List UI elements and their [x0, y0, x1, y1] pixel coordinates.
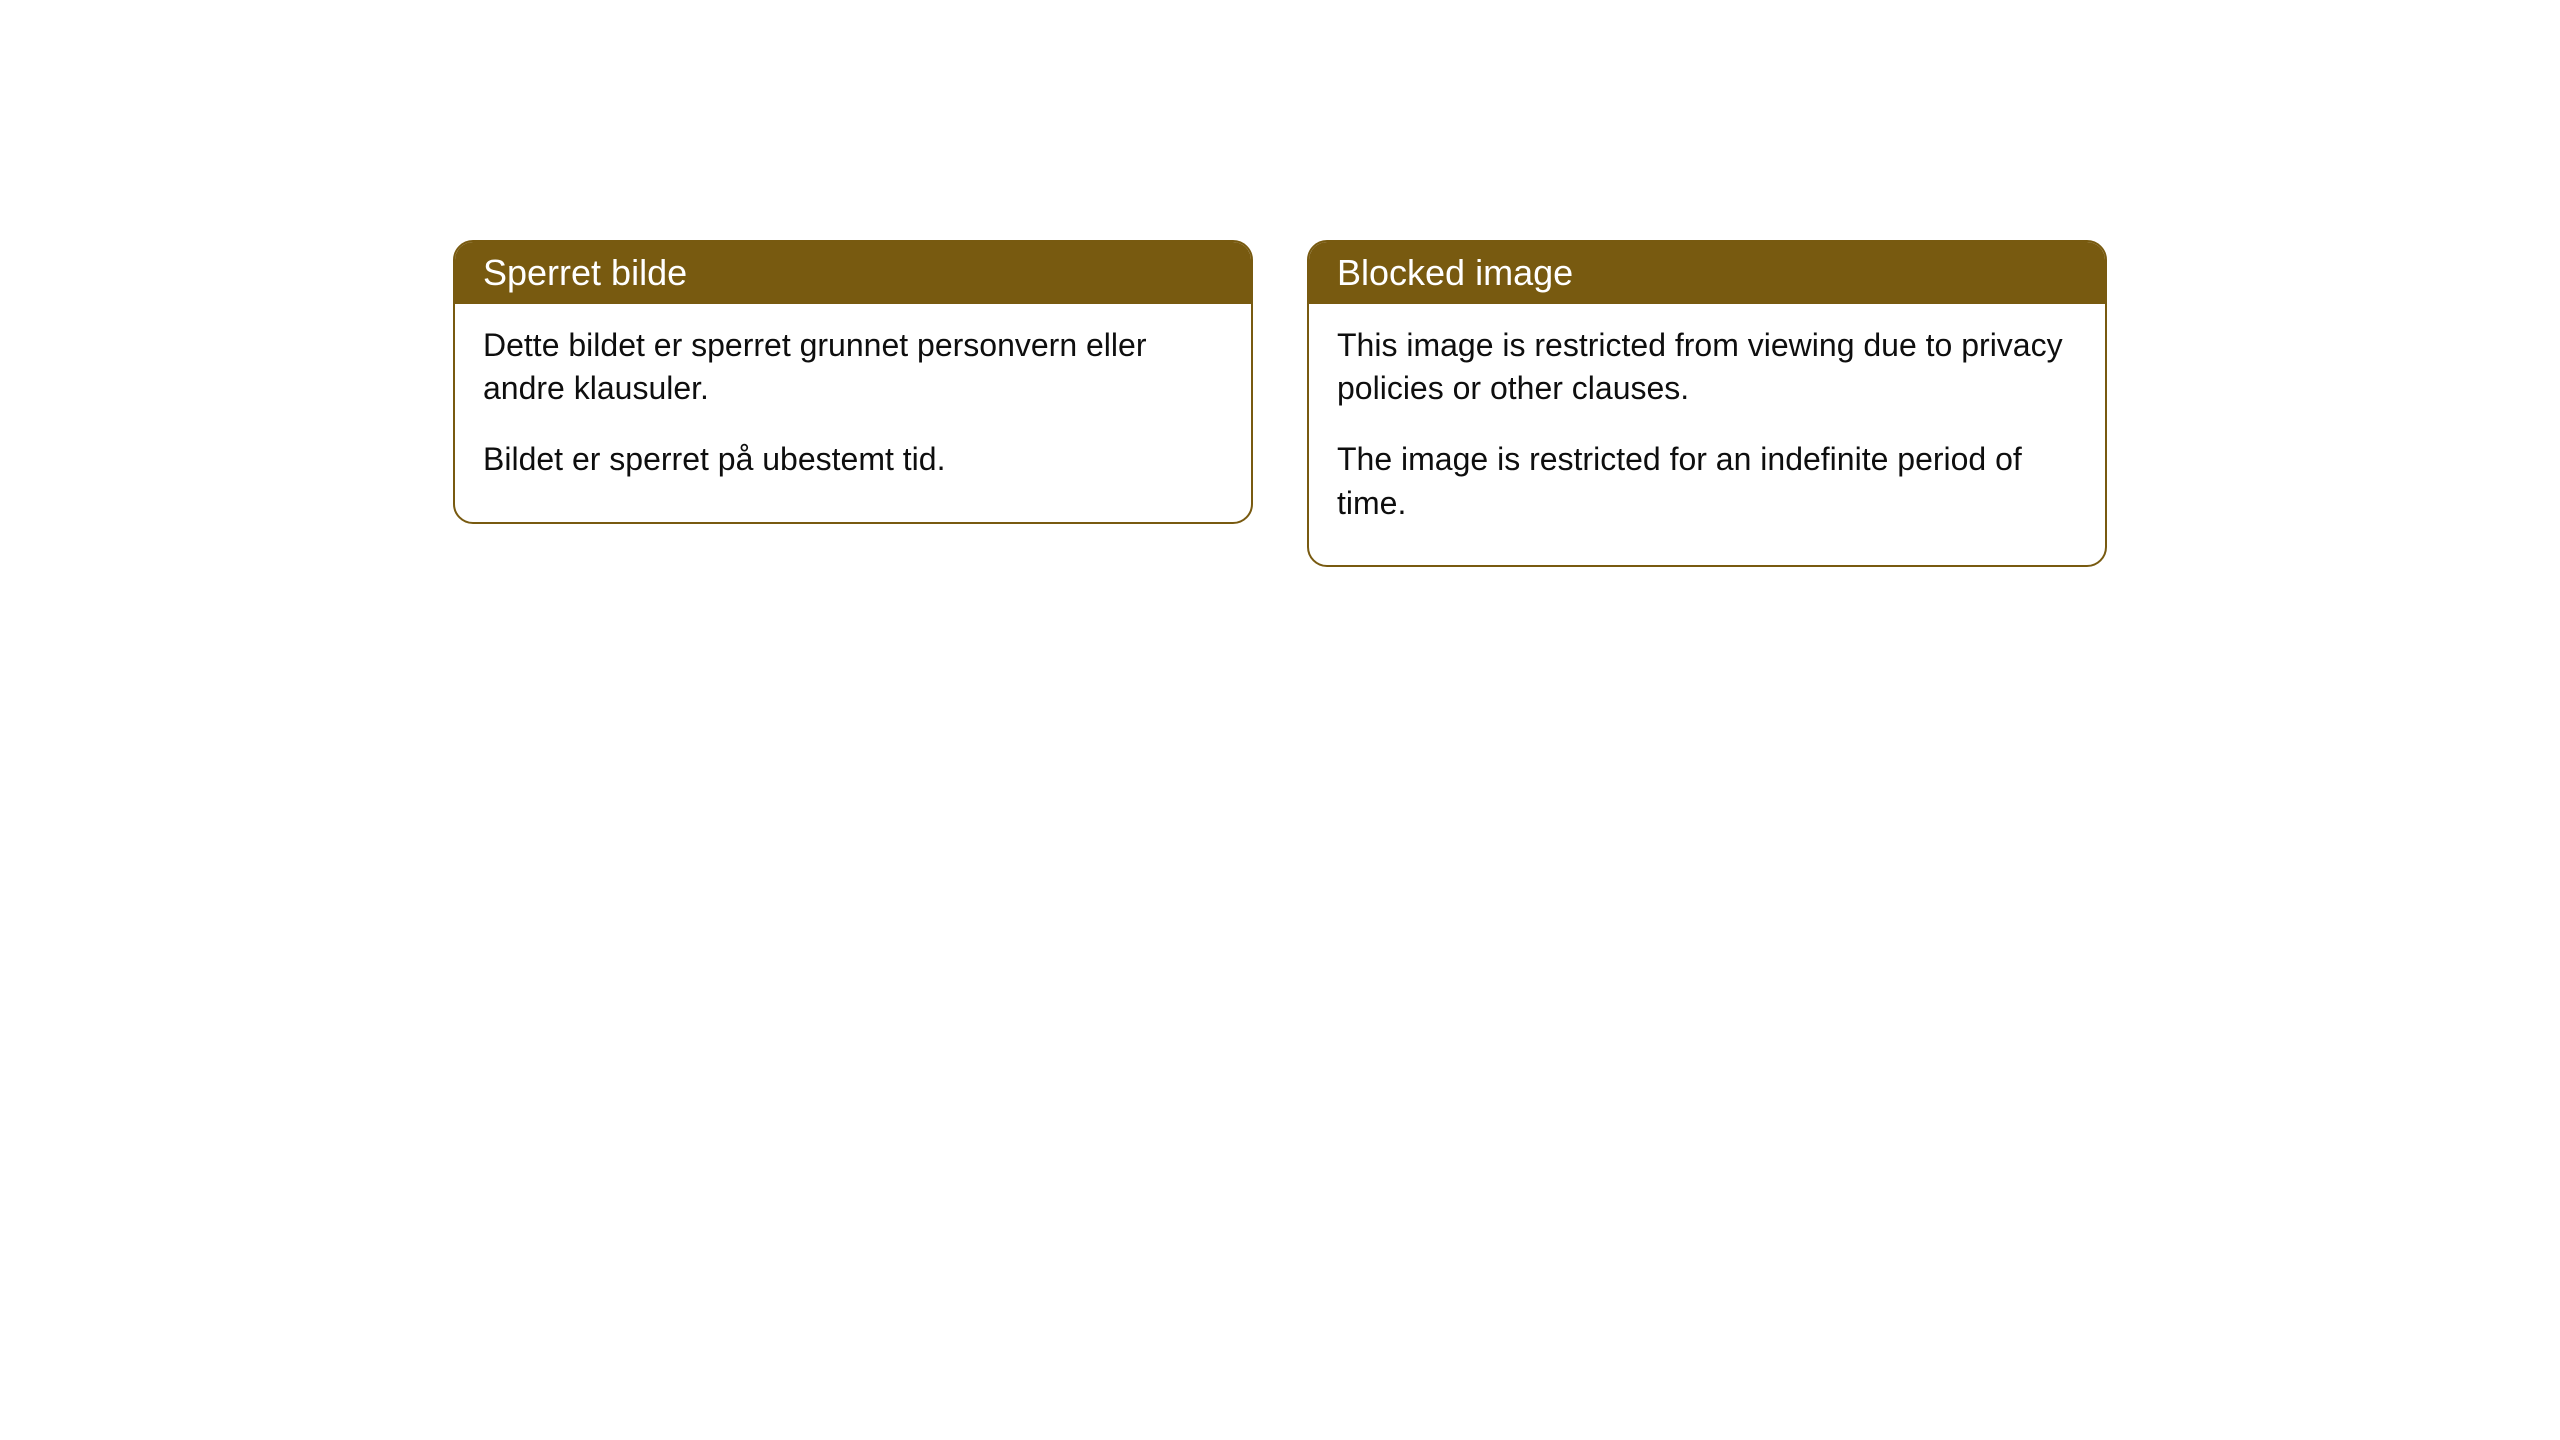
notice-body: Dette bildet er sperret grunnet personve… — [455, 304, 1251, 522]
notice-card-english: Blocked image This image is restricted f… — [1307, 240, 2107, 567]
notice-paragraph: The image is restricted for an indefinit… — [1337, 438, 2077, 524]
notice-paragraph: Bildet er sperret på ubestemt tid. — [483, 438, 1223, 481]
notice-header: Sperret bilde — [455, 242, 1251, 304]
notice-paragraph: This image is restricted from viewing du… — [1337, 324, 2077, 410]
notice-header: Blocked image — [1309, 242, 2105, 304]
notice-card-norwegian: Sperret bilde Dette bildet er sperret gr… — [453, 240, 1253, 524]
notice-body: This image is restricted from viewing du… — [1309, 304, 2105, 565]
notice-paragraph: Dette bildet er sperret grunnet personve… — [483, 324, 1223, 410]
